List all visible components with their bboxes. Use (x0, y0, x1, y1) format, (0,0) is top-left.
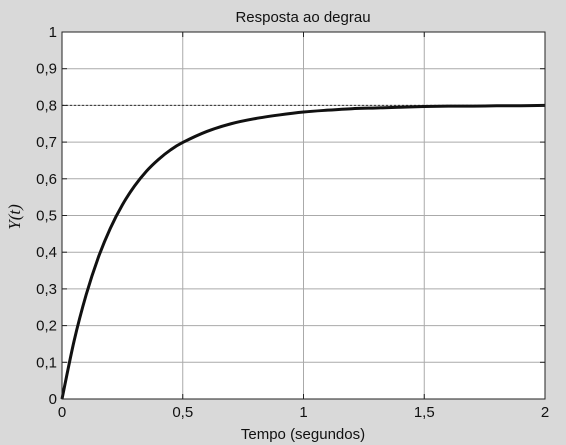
y-axis-label: Y(t) (5, 204, 24, 230)
y-tick-labels: 0 0,1 0,2 0,3 0,4 0,5 0,6 0,7 0,8 0,9 1 (36, 24, 57, 408)
y-tick-label: 0,4 (36, 244, 57, 261)
y-tick-label: 0,1 (36, 354, 57, 371)
series-line (60, 103, 546, 400)
y-tick-label: 0 (49, 391, 57, 408)
y-tick-label: 0,6 (36, 171, 57, 188)
x-tick-label: 1,5 (414, 404, 435, 421)
x-tick-label: 1 (299, 404, 307, 421)
y-tick-label: 0,5 (36, 208, 57, 225)
y-tick-label: 0,7 (36, 134, 57, 151)
y-tick-label: 1 (49, 24, 57, 41)
tick-marks (61, 31, 546, 400)
x-tick-label: 0 (58, 404, 66, 421)
chart-title: Resposta ao degrau (235, 9, 370, 26)
y-tick-label: 0,8 (36, 97, 57, 114)
x-tick-labels: 0 0,5 1 1,5 2 (58, 404, 549, 421)
x-tick-label: 0,5 (172, 404, 193, 421)
y-tick-label: 0,9 (36, 61, 57, 78)
x-axis-label: Tempo (segundos) (241, 426, 365, 443)
x-tick-label: 2 (541, 404, 549, 421)
y-tick-label: 0,3 (36, 281, 57, 298)
y-tick-label: 0,2 (36, 318, 57, 335)
